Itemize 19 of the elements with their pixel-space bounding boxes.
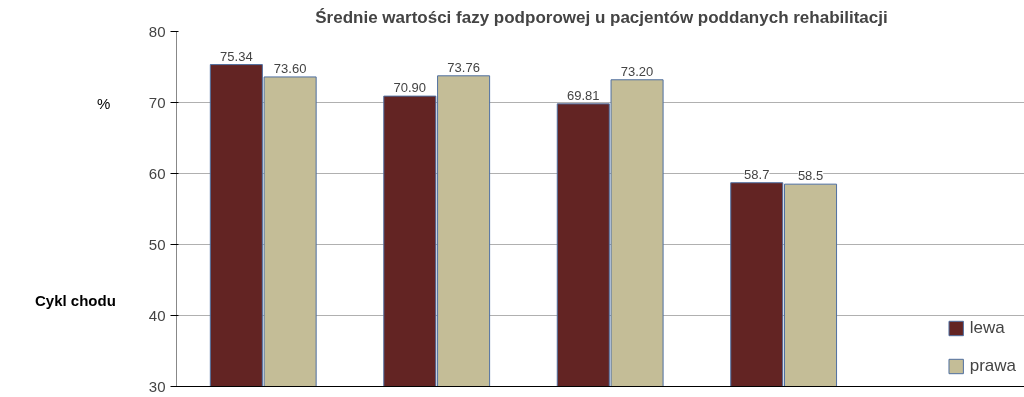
y-tick-label: 40 — [148, 306, 166, 324]
chart-title: Średnie wartości fazy podporowej u pacjentów poddanych rehabilitacji — [315, 7, 888, 27]
data-label: 75.34 — [220, 48, 253, 64]
y-tick-label: 80 — [148, 22, 166, 40]
data-label: 58.7 — [744, 166, 770, 182]
y-tick-label: 50 — [148, 235, 166, 253]
data-label: 70.90 — [393, 80, 427, 96]
data-label: 69.81 — [567, 87, 600, 103]
y-tick-label: 30 — [148, 377, 166, 395]
legend-label: lewa — [969, 318, 1005, 338]
data-label: 73.20 — [620, 63, 654, 79]
y-tick-label: 70 — [148, 93, 166, 111]
y-axis-title: Cykl chodu — [35, 291, 116, 311]
data-label: 73.76 — [447, 59, 480, 75]
data-label: 73.60 — [273, 60, 307, 76]
text: % — [97, 94, 111, 114]
legend-label: prawa — [969, 356, 1016, 376]
y-tick-label: 60 — [148, 164, 166, 182]
data-label: 58.5 — [797, 168, 824, 184]
